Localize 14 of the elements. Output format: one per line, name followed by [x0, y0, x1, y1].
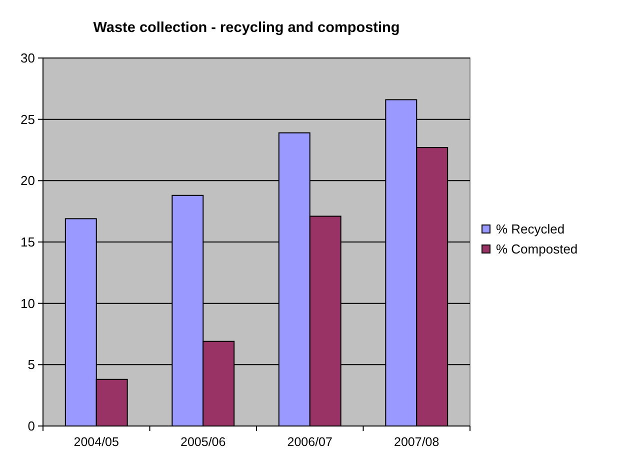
x-tick-label: 2005/06	[180, 435, 226, 449]
y-tick-label: 20	[20, 173, 35, 188]
y-tick-label: 0	[28, 418, 35, 434]
x-tick-label: 2006/07	[287, 435, 333, 449]
y-tick-label: 5	[28, 357, 35, 372]
x-tick-label: 2007/08	[394, 435, 440, 449]
legend-label: % Recycled	[496, 222, 565, 237]
x-tick-label: 2004/05	[74, 435, 120, 449]
chart-title: Waste collection - recycling and composting	[93, 20, 400, 36]
y-tick-label: 30	[20, 50, 35, 66]
y-tick-label: 25	[20, 112, 35, 127]
y-tick-label: 10	[20, 296, 35, 311]
y-tick-label: 15	[20, 234, 35, 250]
legend-label: % Composted	[496, 242, 578, 257]
